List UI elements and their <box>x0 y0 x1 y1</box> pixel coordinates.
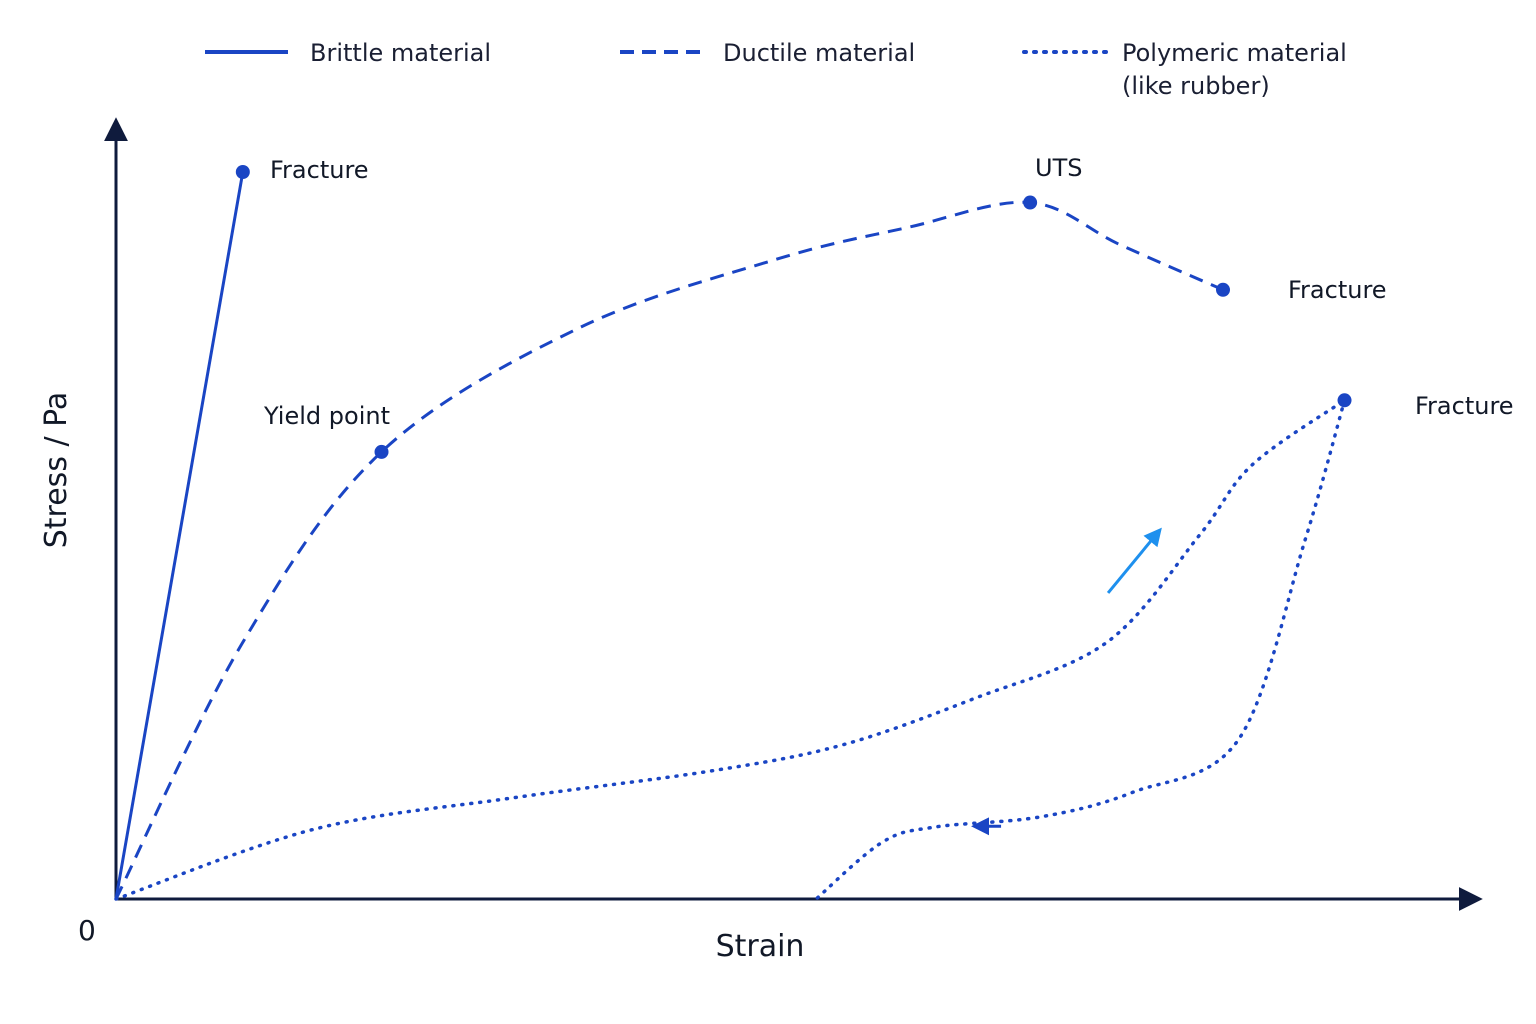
ductile-uts-point <box>1023 195 1038 210</box>
polymeric-fracture-label: Fracture <box>1415 392 1514 420</box>
brittle-fracture-label: Fracture <box>270 156 369 184</box>
series-layer <box>114 171 1347 901</box>
polymeric-loading-line <box>114 398 1347 901</box>
loading-direction-arrow <box>1106 527 1162 594</box>
ductile-fracture-label: Fracture <box>1288 276 1387 304</box>
brittle-fracture-point <box>235 165 250 179</box>
brittle-series-line <box>114 171 245 900</box>
ductile-yield-label: Yield point <box>263 402 390 430</box>
ductile-series-line <box>114 200 1224 900</box>
polymeric-fracture-point <box>1337 393 1352 408</box>
y-axis-title: Stress / Pa <box>39 392 74 549</box>
axes <box>104 117 1483 911</box>
origin-label: 0 <box>78 914 96 947</box>
legend: Brittle material Ductile material Polyme… <box>205 39 1347 100</box>
legend-label-polymeric-line-2: (like rubber) <box>1122 72 1270 100</box>
ductile-fracture-point <box>1215 282 1230 297</box>
x-axis-title: Strain <box>716 929 805 964</box>
ductile-uts-label: UTS <box>1035 154 1082 182</box>
legend-label-ductile: Ductile material <box>723 39 915 67</box>
ductile-yield-point <box>374 444 389 459</box>
legend-label-polymeric-line-1: Polymeric material <box>1122 39 1347 67</box>
polymeric-unloading-line <box>814 398 1347 901</box>
legend-label-brittle: Brittle material <box>310 39 491 67</box>
